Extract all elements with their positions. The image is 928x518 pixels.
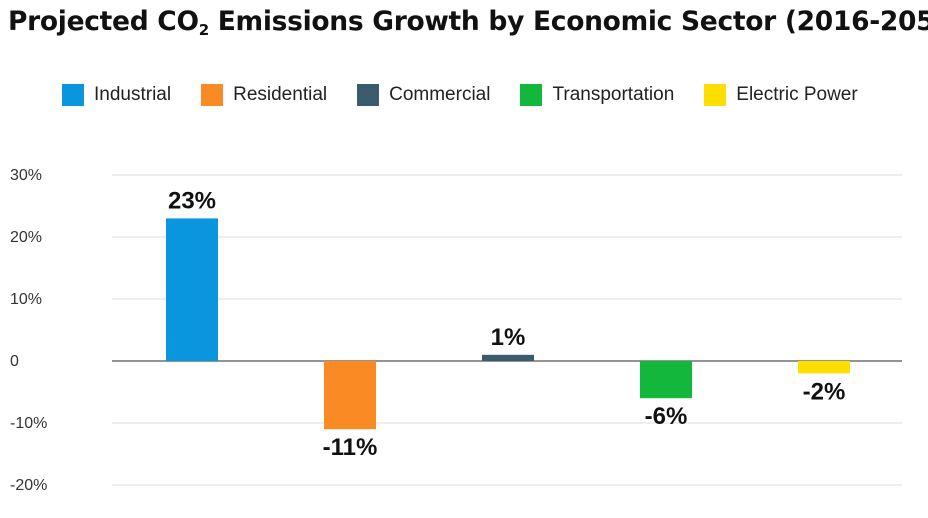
bar-commercial bbox=[482, 354, 534, 361]
y-tick-label: 20% bbox=[10, 229, 42, 246]
legend-swatch-industrial bbox=[62, 84, 84, 106]
legend-label-residential: Residential bbox=[233, 84, 328, 105]
legend-item-residential: Residential bbox=[201, 84, 327, 106]
y-tick-label: 30% bbox=[10, 167, 42, 184]
bar-transportation bbox=[640, 361, 692, 399]
data-label: -11% bbox=[323, 434, 378, 461]
data-label: -2% bbox=[803, 378, 846, 405]
legend-label-transportation: Transportation bbox=[552, 84, 675, 105]
legend-item-transportation: Transportation bbox=[520, 84, 674, 106]
bar-residential bbox=[324, 361, 376, 430]
data-label: -6% bbox=[645, 403, 688, 430]
y-tick-label: 0 bbox=[10, 353, 19, 370]
legend-swatch-commercial bbox=[357, 84, 380, 106]
chart-legend: Industrial Residential Commercial Transp… bbox=[62, 82, 888, 108]
legend-swatch-transportation bbox=[520, 84, 543, 106]
legend-label-industrial: Industrial bbox=[94, 84, 172, 105]
y-tick-label: 10% bbox=[10, 291, 42, 308]
legend-label-commercial: Commercial bbox=[389, 84, 491, 105]
bar-industrial bbox=[166, 218, 218, 361]
data-label: 23% bbox=[168, 187, 216, 214]
legend-label-electric-power: Electric Power bbox=[736, 84, 858, 105]
legend-item-electric-power: Electric Power bbox=[704, 84, 858, 106]
y-tick-label: -20% bbox=[10, 477, 47, 494]
y-tick-label: -10% bbox=[10, 415, 47, 432]
chart-title: Projected CO2 Emissions Growth by Econom… bbox=[8, 6, 928, 39]
legend-swatch-electric-power bbox=[704, 84, 727, 106]
legend-item-commercial: Commercial bbox=[357, 84, 490, 106]
data-label: 1% bbox=[491, 324, 526, 351]
legend-swatch-residential bbox=[201, 84, 224, 106]
bar-electric-power bbox=[798, 361, 850, 374]
legend-item-industrial: Industrial bbox=[62, 84, 171, 106]
